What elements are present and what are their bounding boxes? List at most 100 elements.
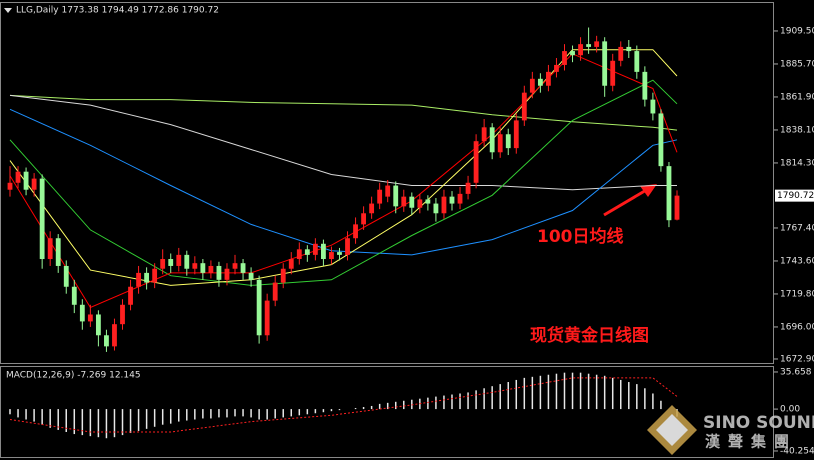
candle-body xyxy=(55,238,61,266)
price-panel-frame xyxy=(0,2,774,364)
candle-body xyxy=(369,203,375,214)
y-tick-label: 1719.80 xyxy=(780,289,814,299)
candle-body xyxy=(610,60,616,86)
candle-body xyxy=(232,263,238,269)
y-tick-label: 1767.40 xyxy=(780,223,814,233)
candle-body xyxy=(95,314,101,336)
candle-body xyxy=(144,272,150,283)
candle-body xyxy=(385,185,391,197)
candle-body xyxy=(104,335,109,347)
candle-body xyxy=(208,265,214,273)
macd-signal-line xyxy=(9,377,678,433)
candle-body xyxy=(377,189,383,204)
candle-body xyxy=(200,263,206,273)
y-tick-label: 1743.60 xyxy=(780,256,814,266)
y-tick-label: 1696.00 xyxy=(780,322,814,332)
plot: 1909.50 1885.70 1861.90 1838.10 1814.30 1767.… xyxy=(7,26,814,456)
macd-y-tick-label: -40.254 xyxy=(780,446,814,456)
macd-panel-frame xyxy=(0,366,774,458)
candle-body xyxy=(248,272,254,280)
candle-body xyxy=(401,196,407,207)
candle-body xyxy=(320,243,326,260)
y-tick-label: 1885.70 xyxy=(780,59,814,69)
candle-body xyxy=(47,238,53,260)
candle-body xyxy=(417,199,423,208)
candle-body xyxy=(280,268,286,283)
candle-body xyxy=(650,99,656,114)
candle-body xyxy=(570,51,575,56)
candle-body xyxy=(136,272,141,287)
candle-body xyxy=(23,171,29,190)
candle-body xyxy=(409,196,415,208)
macd-y-tick-label: 0.00 xyxy=(780,405,800,415)
moving-average-line xyxy=(9,108,678,256)
candle-body xyxy=(586,44,592,47)
candle-body xyxy=(329,252,334,260)
candle-body xyxy=(192,263,198,269)
moving-average-line xyxy=(9,79,678,286)
candle-body xyxy=(441,196,447,214)
candle-body xyxy=(184,254,190,269)
moving-average-line xyxy=(9,49,678,286)
candle-body xyxy=(176,254,182,266)
candle-body xyxy=(626,46,632,52)
y-tick-label: 1672.90 xyxy=(780,354,814,364)
chart-header: LLG,Daily 1773.38 1794.49 1772.86 1790.7… xyxy=(16,6,219,16)
macd-y-tick-label: 35.658 xyxy=(780,367,812,377)
candle-body xyxy=(674,195,680,220)
candle-body xyxy=(128,286,133,305)
candle-body xyxy=(31,178,37,190)
y-tick-label: 1838.10 xyxy=(780,125,814,135)
moving-average-line xyxy=(9,94,677,191)
candle-body xyxy=(272,282,278,301)
candle-body xyxy=(216,265,222,280)
candle-body xyxy=(288,259,294,269)
candle-body xyxy=(634,51,640,72)
candle-body xyxy=(449,196,455,204)
candle-body xyxy=(393,185,399,207)
candle-body xyxy=(312,243,318,255)
macd-title: MACD(12,26,9) -7.269 12.145 xyxy=(6,371,141,381)
watermark-brand-cn: 漢聲集團 xyxy=(705,433,797,451)
candle-body xyxy=(304,249,310,255)
candle-body xyxy=(39,178,45,260)
candle-body xyxy=(473,141,479,183)
candle-body xyxy=(489,127,495,153)
menu-icon xyxy=(4,8,12,13)
candle-body xyxy=(112,324,117,347)
candle-body xyxy=(546,71,551,86)
y-tick-label: 1814.30 xyxy=(780,158,814,168)
candle-body xyxy=(7,182,13,190)
candle-body xyxy=(658,113,664,167)
candle-body xyxy=(168,259,174,266)
candle-body xyxy=(602,41,608,86)
candle-body xyxy=(256,279,262,336)
candle-body xyxy=(120,304,125,325)
candle-body xyxy=(264,300,270,336)
candle-body xyxy=(537,78,543,86)
candle-body xyxy=(505,134,511,149)
watermark-brand: SINO SOUND xyxy=(703,413,814,433)
candle-body xyxy=(353,224,358,239)
candle-body xyxy=(642,71,648,100)
candle-body xyxy=(594,41,600,47)
candle-body xyxy=(433,203,439,214)
candle-body xyxy=(87,314,93,322)
candle-body xyxy=(79,304,85,322)
candle-body xyxy=(224,268,230,280)
candle-body xyxy=(497,134,503,153)
candle-body xyxy=(15,171,21,183)
candle-body xyxy=(554,64,559,72)
candle-body xyxy=(578,44,583,56)
candle-body xyxy=(160,259,166,269)
watermark: SINO SOUND 漢聲集團 xyxy=(647,405,814,455)
candle-body xyxy=(345,238,350,255)
candle-body xyxy=(562,51,567,65)
candle-body xyxy=(465,182,471,194)
candle-body xyxy=(529,78,535,93)
candle-body xyxy=(63,265,69,287)
candle-body xyxy=(152,268,158,283)
candle-body xyxy=(296,249,302,260)
